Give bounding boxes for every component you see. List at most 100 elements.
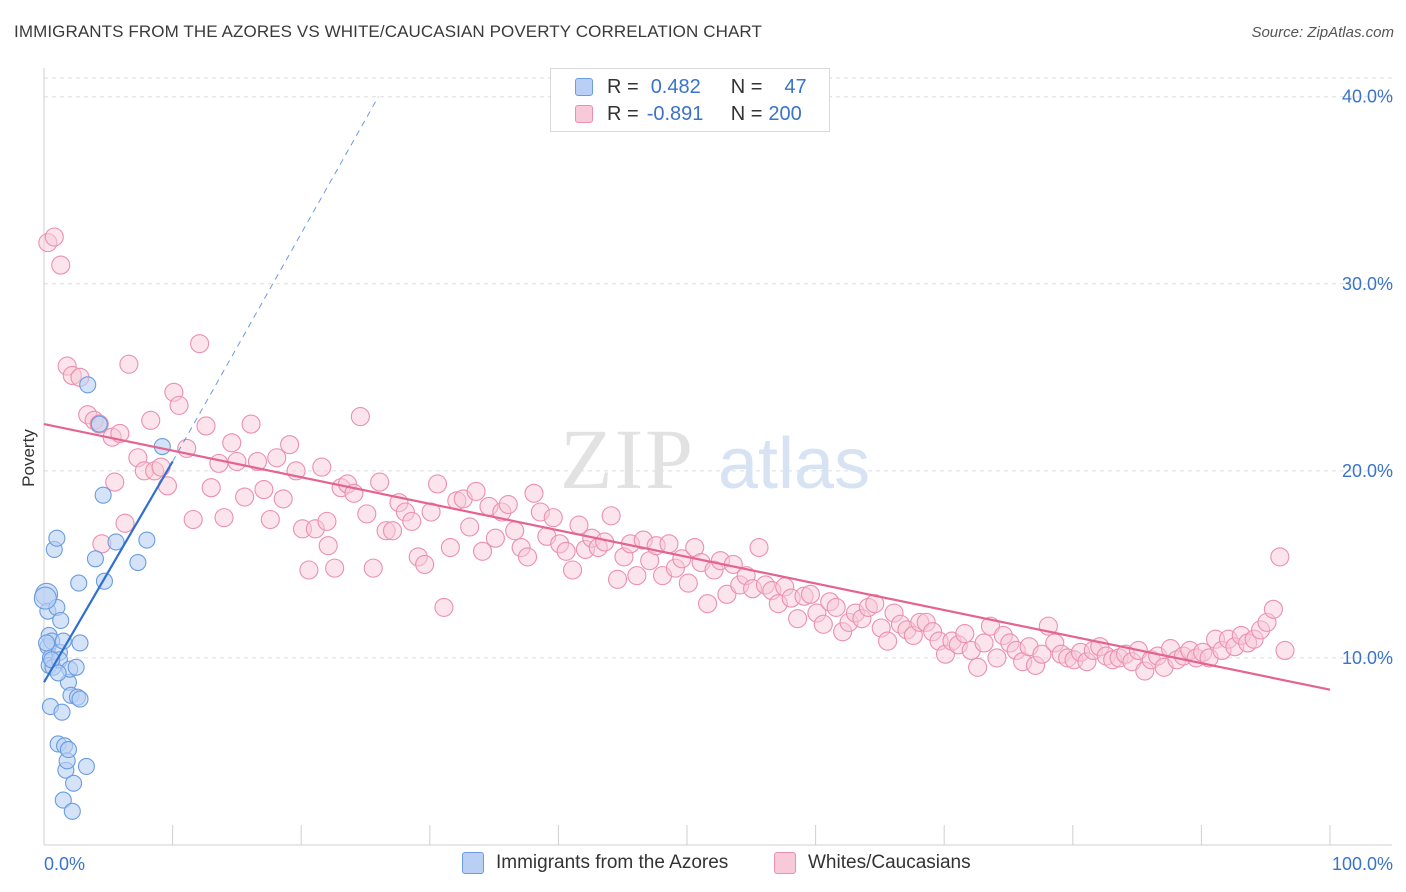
whites-point (402, 511, 422, 531)
whites-point (254, 480, 274, 500)
azores-point (59, 741, 77, 759)
whites-point (524, 483, 544, 503)
whites-point (485, 528, 505, 548)
whites-point (788, 609, 808, 629)
whites-point (141, 410, 161, 430)
whites-point (325, 558, 345, 578)
n-value: 47 (784, 75, 807, 98)
azores-point (67, 658, 85, 676)
y-tick-label: 10.0% (1342, 648, 1393, 668)
whites-points (38, 227, 1295, 681)
watermark-zip: ZIP (560, 411, 695, 507)
bottom-legend-whites: Whites/Caucasians (774, 852, 971, 874)
azores-point (94, 486, 112, 504)
whites-point (427, 474, 448, 494)
whites-point (813, 614, 833, 634)
azores-point (48, 529, 66, 547)
whites-point (698, 594, 718, 614)
whites-point (517, 547, 538, 567)
whites-point (169, 395, 189, 415)
n-label: N = (730, 75, 763, 98)
whites-point (601, 506, 621, 526)
whites-point (119, 354, 139, 374)
azores-point (71, 690, 89, 708)
whites-point (318, 536, 338, 556)
whites-point (51, 255, 71, 275)
azores-point (129, 553, 147, 572)
whites-point (196, 416, 216, 436)
whites-point (826, 597, 846, 617)
whites-point (151, 457, 171, 477)
whites-trendline (43, 423, 1331, 691)
whites-point (299, 560, 319, 580)
whites-point (498, 494, 518, 515)
whites-point (415, 554, 435, 574)
legend-swatch-pink (575, 105, 593, 123)
azores-point (77, 757, 95, 775)
azores-point (79, 376, 97, 394)
bottom-legend-whites-label: Whites/Caucasians (808, 852, 971, 873)
whites-point (209, 453, 229, 473)
whites-point (44, 227, 64, 247)
r-label: R = (607, 102, 639, 125)
whites-point (466, 481, 486, 501)
whites-point (183, 509, 203, 530)
whites-point (440, 538, 460, 558)
whites-point (201, 478, 221, 498)
bottom-legend-azores: Immigrants from the Azores (462, 852, 728, 874)
whites-point (357, 504, 377, 524)
whites-point (222, 433, 242, 453)
whites-point (562, 560, 583, 580)
bottom-swatch-blue (462, 852, 484, 874)
whites-point (214, 508, 234, 528)
azores-point (52, 611, 70, 630)
whites-point (190, 334, 210, 354)
whites-point (505, 521, 525, 541)
chart-title: IMMIGRANTS FROM THE AZORES VS WHITE/CAUC… (14, 22, 762, 41)
whites-point (717, 584, 737, 604)
whites-point (800, 584, 821, 604)
y-axis-label: Poverty (19, 429, 38, 487)
whites-point (974, 633, 994, 653)
whites-point (363, 558, 383, 578)
azores-points (33, 376, 171, 820)
azores-point (70, 574, 88, 592)
azores-point (65, 774, 83, 792)
whites-point (370, 472, 390, 492)
whites-point (247, 451, 268, 472)
whites-point (260, 509, 280, 530)
whites-point (608, 569, 628, 589)
axes (43, 68, 1392, 846)
azores-point (138, 531, 156, 549)
bottom-legend-azores-label: Immigrants from the Azores (496, 852, 729, 873)
azores-point (54, 791, 72, 809)
azores-point (86, 550, 104, 568)
azores-point (33, 586, 57, 610)
x-tick-label: 100.0% (1332, 854, 1393, 874)
azores-point (71, 634, 89, 652)
azores-point (38, 634, 56, 652)
y-tick-label: 30.0% (1342, 274, 1393, 294)
whites-point (678, 573, 698, 593)
whites-point (543, 508, 563, 528)
n-value: 200 (768, 102, 802, 125)
whites-point (968, 657, 988, 677)
whites-point (556, 541, 576, 561)
x-tick-label: 0.0% (44, 854, 85, 874)
whites-point (878, 631, 898, 651)
r-value: -0.891 (646, 102, 704, 125)
r-value: 0.482 (650, 75, 701, 98)
whites-point (955, 624, 975, 644)
whites-point (312, 457, 332, 477)
azores-trendline-extension (172, 96, 379, 462)
whites-point (1275, 640, 1295, 660)
azores-point (63, 802, 81, 820)
whites-point (434, 597, 454, 617)
r-label: R = (607, 75, 639, 98)
whites-point (317, 511, 337, 531)
whites-point (382, 521, 403, 541)
whites-point (460, 517, 480, 537)
legend-swatch-blue (575, 78, 593, 96)
y-tick-label: 40.0% (1342, 87, 1393, 107)
